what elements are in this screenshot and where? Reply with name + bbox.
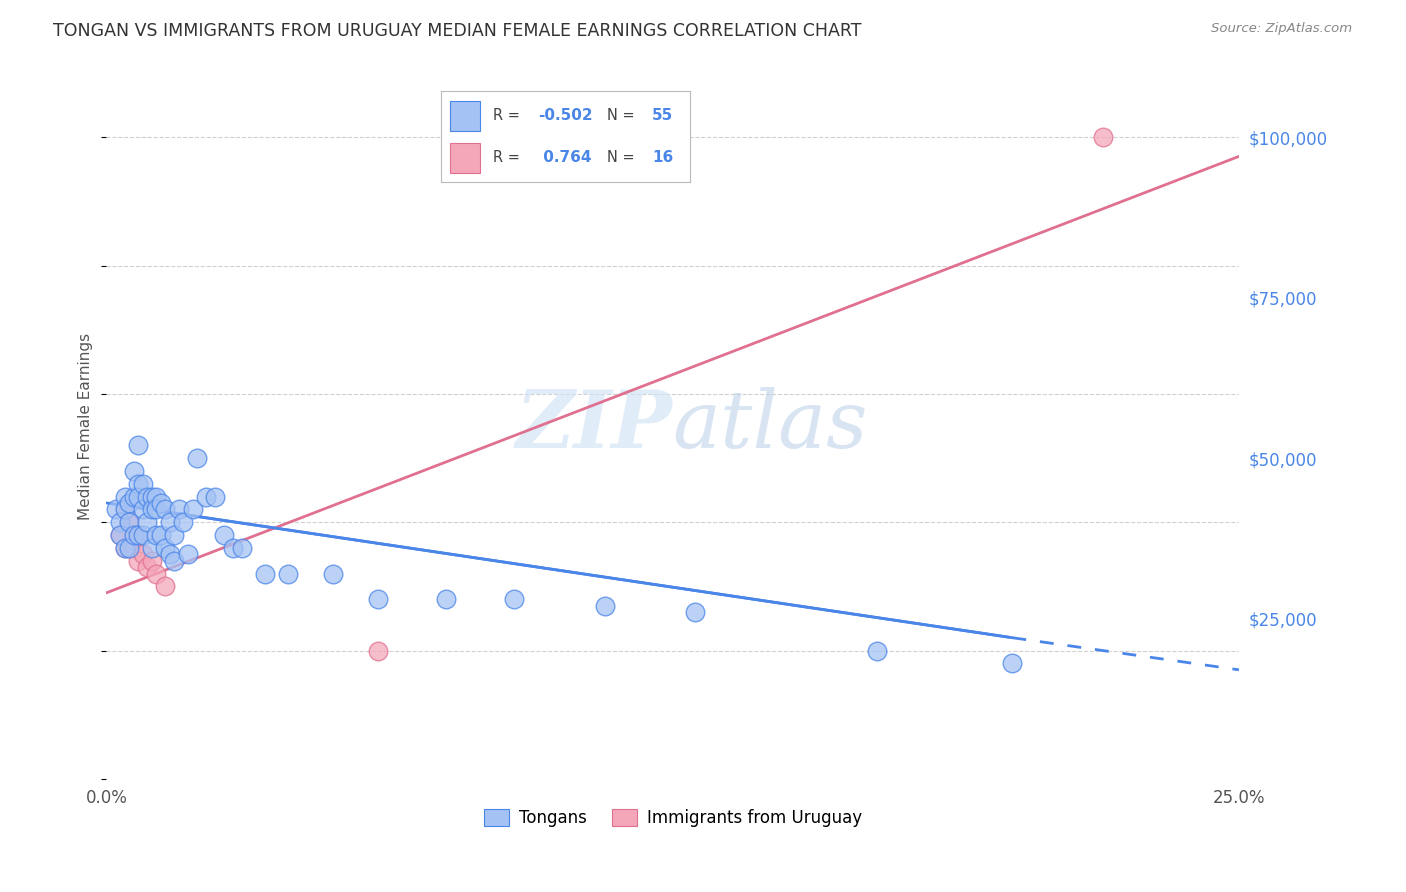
Tongans [865, 643, 887, 657]
Tongans [118, 496, 141, 510]
Text: atlas: atlas [672, 387, 868, 465]
Tongans [149, 528, 172, 542]
Tongans [503, 592, 526, 607]
Immigrants from Uruguay [114, 541, 136, 555]
Tongans [186, 450, 208, 465]
Immigrants from Uruguay [127, 554, 149, 568]
Tongans [145, 490, 167, 504]
Legend: Tongans, Immigrants from Uruguay: Tongans, Immigrants from Uruguay [477, 803, 869, 834]
Tongans [434, 592, 457, 607]
Tongans [127, 438, 149, 452]
Tongans [104, 502, 127, 516]
Tongans [131, 528, 153, 542]
Tongans [593, 599, 616, 613]
Immigrants from Uruguay [127, 528, 149, 542]
Tongans [127, 476, 149, 491]
Tongans [155, 541, 177, 555]
Immigrants from Uruguay [118, 515, 141, 529]
Immigrants from Uruguay [145, 566, 167, 581]
Tongans [136, 515, 159, 529]
Immigrants from Uruguay [1091, 130, 1114, 145]
Tongans [177, 547, 200, 561]
Tongans [131, 476, 153, 491]
Tongans [118, 541, 141, 555]
Tongans [145, 528, 167, 542]
Tongans [172, 515, 194, 529]
Tongans [167, 502, 190, 516]
Tongans [212, 528, 235, 542]
Immigrants from Uruguay [155, 579, 177, 593]
Tongans [114, 490, 136, 504]
Tongans [253, 566, 276, 581]
Tongans [114, 502, 136, 516]
Tongans [145, 502, 167, 516]
Tongans [149, 496, 172, 510]
Tongans [118, 515, 141, 529]
Tongans [685, 605, 707, 619]
Immigrants from Uruguay [141, 554, 163, 568]
Tongans [1001, 657, 1024, 671]
Tongans [122, 490, 145, 504]
Tongans [277, 566, 299, 581]
Tongans [122, 528, 145, 542]
Tongans [141, 541, 163, 555]
Tongans [204, 490, 226, 504]
Tongans [122, 464, 145, 478]
Tongans [159, 547, 181, 561]
Immigrants from Uruguay [122, 541, 145, 555]
Immigrants from Uruguay [136, 560, 159, 574]
Tongans [222, 541, 245, 555]
Tongans [195, 490, 218, 504]
Tongans [131, 502, 153, 516]
Tongans [141, 490, 163, 504]
Tongans [136, 490, 159, 504]
Tongans [141, 502, 163, 516]
Immigrants from Uruguay [122, 528, 145, 542]
Text: TONGAN VS IMMIGRANTS FROM URUGUAY MEDIAN FEMALE EARNINGS CORRELATION CHART: TONGAN VS IMMIGRANTS FROM URUGUAY MEDIAN… [53, 22, 862, 40]
Tongans [155, 502, 177, 516]
Tongans [367, 592, 389, 607]
Tongans [127, 528, 149, 542]
Immigrants from Uruguay [131, 547, 153, 561]
Tongans [163, 528, 186, 542]
Tongans [108, 515, 131, 529]
Immigrants from Uruguay [118, 541, 141, 555]
Tongans [114, 541, 136, 555]
Text: ZIP: ZIP [516, 387, 672, 465]
Tongans [108, 528, 131, 542]
Immigrants from Uruguay [367, 643, 389, 657]
Tongans [181, 502, 204, 516]
Tongans [159, 515, 181, 529]
Tongans [322, 566, 344, 581]
Y-axis label: Median Female Earnings: Median Female Earnings [79, 333, 93, 519]
Tongans [231, 541, 253, 555]
Immigrants from Uruguay [114, 502, 136, 516]
Tongans [127, 490, 149, 504]
Text: Source: ZipAtlas.com: Source: ZipAtlas.com [1212, 22, 1353, 36]
Immigrants from Uruguay [108, 528, 131, 542]
Tongans [163, 554, 186, 568]
